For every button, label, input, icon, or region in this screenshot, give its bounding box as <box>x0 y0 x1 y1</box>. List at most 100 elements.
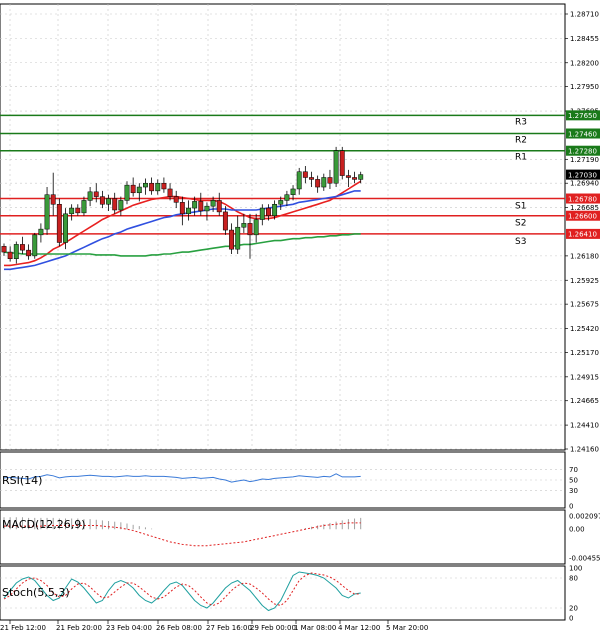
level-label-r2: R2 <box>515 136 527 146</box>
candle-body <box>247 223 253 236</box>
candle <box>315 175 321 193</box>
rsi-label: RSI(14) <box>2 474 42 487</box>
x-tick-label: 21 Feb 12:00 <box>0 624 46 632</box>
stoch-panel <box>0 565 566 621</box>
candle-body <box>130 184 136 194</box>
candle <box>229 223 235 254</box>
candlesticks <box>1 146 364 264</box>
stoch-tick-label: 80 <box>569 575 578 583</box>
candle <box>259 204 265 226</box>
candle-body <box>69 207 75 215</box>
candle <box>161 177 167 193</box>
candle-body <box>93 191 99 197</box>
y-tick-label: 1.24915 <box>570 373 599 381</box>
level-label-s2: S2 <box>515 219 526 229</box>
y-tick-label: 1.28710 <box>570 11 599 19</box>
price-grid <box>0 4 565 450</box>
candle-body <box>241 223 247 228</box>
level-label-r1: R1 <box>515 153 527 163</box>
candle-body <box>44 194 50 230</box>
macd-tick-label: 0.002097 <box>569 513 600 521</box>
candle <box>32 232 38 259</box>
candle <box>167 183 173 201</box>
level-value-s2: 1.26600 <box>568 213 597 221</box>
level-tag-s1 <box>566 193 600 204</box>
candle-body <box>222 211 228 231</box>
main-price-panel <box>0 3 566 451</box>
candle-body <box>161 182 167 190</box>
macd-tick-label: -0.004555 <box>569 555 600 563</box>
candle-body <box>345 175 351 178</box>
candle-body <box>309 177 314 180</box>
candle-body <box>1 246 7 253</box>
candle <box>50 172 56 216</box>
candle <box>345 169 351 188</box>
level-value-s1: 1.26780 <box>568 195 597 203</box>
y-tick-label: 1.25675 <box>570 301 599 309</box>
y-tick-label: 1.25420 <box>570 325 599 333</box>
level-value-r1: 1.27280 <box>568 148 597 156</box>
y-tick-label: 1.28200 <box>570 59 599 67</box>
x-tick-label: 26 Feb 08:00 <box>156 624 202 632</box>
candle <box>13 241 19 264</box>
level-tag-r1 <box>566 145 600 156</box>
x-tick-label: 29 Feb 00:00 <box>250 624 296 632</box>
level-label-r3: R3 <box>515 117 527 127</box>
stoch-tick-label: 100 <box>569 565 582 573</box>
candle <box>272 200 278 220</box>
level-tag-s2 <box>566 210 600 221</box>
candle <box>204 202 210 221</box>
candle <box>143 178 148 195</box>
candle-body <box>167 188 173 197</box>
rsi-line <box>3 473 361 483</box>
y-tick-label: 1.24410 <box>570 422 599 430</box>
candle-body <box>26 249 32 257</box>
candle <box>216 192 222 216</box>
candle <box>44 187 50 235</box>
x-tick-label: 4 Mar 12:00 <box>338 624 380 632</box>
candle <box>106 194 111 211</box>
macd-label: MACD(12,26,9) <box>2 518 86 531</box>
candle-body <box>136 186 142 194</box>
y-tick-label: 1.26685 <box>570 204 599 212</box>
candle-body <box>87 191 93 201</box>
candle <box>247 213 253 259</box>
candle-body <box>38 228 44 236</box>
candle <box>296 167 302 195</box>
current-price-box <box>566 169 600 180</box>
candle-body <box>235 226 241 250</box>
macd-signal-line <box>4 522 361 547</box>
candle-body <box>179 202 185 215</box>
candle-body <box>253 219 259 236</box>
candle <box>358 171 364 184</box>
y-tick-label: 1.24665 <box>570 397 599 405</box>
candle-body <box>315 179 321 188</box>
candle <box>284 190 290 207</box>
candle <box>124 181 130 205</box>
candle <box>136 183 142 202</box>
candle-body <box>358 174 364 180</box>
candle <box>173 190 179 209</box>
candle-body <box>50 194 56 205</box>
candle <box>87 187 93 207</box>
candle-body <box>204 205 210 212</box>
candle-body <box>302 171 308 178</box>
y-tick-label: 1.26940 <box>570 180 599 188</box>
stoch-tick-label: 20 <box>569 605 578 613</box>
candle <box>327 169 333 189</box>
candle <box>241 213 247 233</box>
candle <box>26 244 32 260</box>
candle-body <box>112 198 118 211</box>
candle <box>302 166 308 184</box>
candle <box>99 190 105 209</box>
candle <box>155 179 161 195</box>
y-tick-label: 1.25925 <box>570 277 599 285</box>
rsi-tick-label: 70 <box>569 466 578 474</box>
candle-body <box>32 234 38 257</box>
candle <box>112 192 118 214</box>
level-value-r2: 1.27460 <box>568 130 597 138</box>
candle <box>20 236 25 254</box>
candle <box>333 146 339 188</box>
candle <box>7 246 13 262</box>
